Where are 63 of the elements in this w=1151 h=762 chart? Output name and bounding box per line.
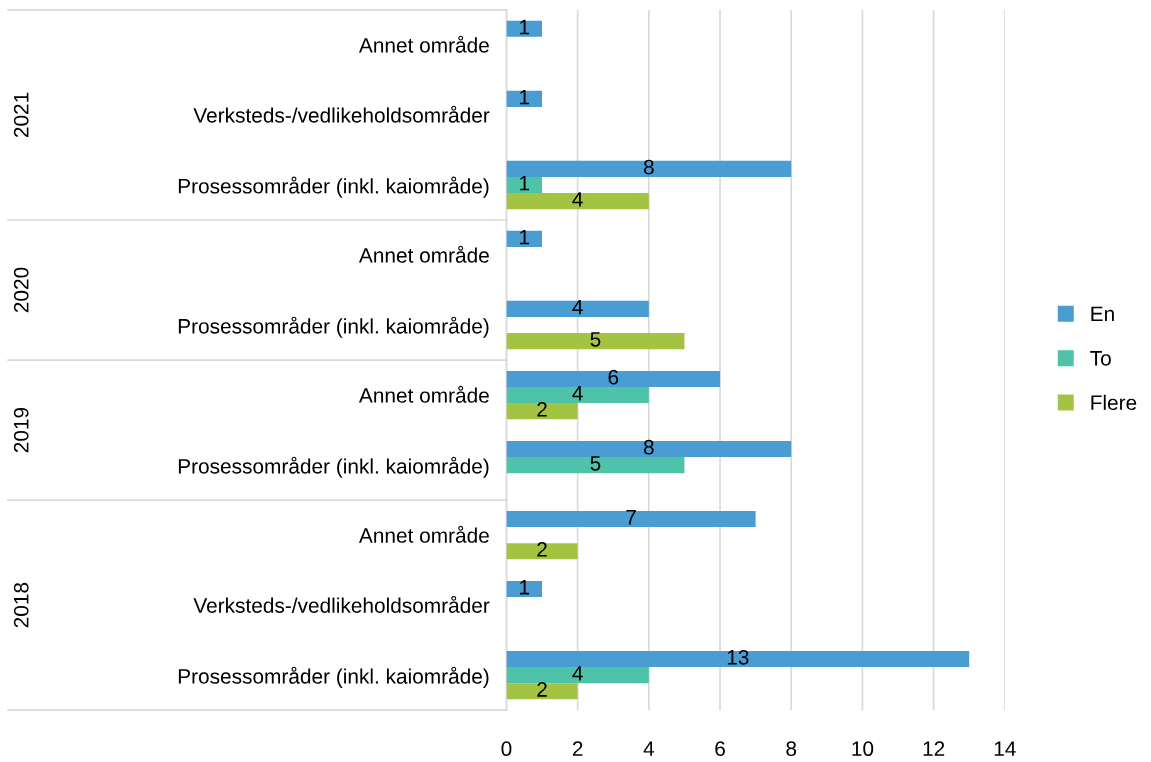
data-label: 1 (520, 89, 530, 105)
text: 2019 (13, 407, 29, 453)
y-tick-label: Annet område (358, 525, 489, 543)
legend-label: Flere (1091, 394, 1137, 411)
y-tick-label: Verksteds-/vedlikeholdsområder (193, 105, 490, 123)
y-tick-label: Prosessområder (inkl. kaiområde) (178, 666, 489, 688)
data-label: 2 (537, 402, 547, 417)
y-tick-label: Annet område (358, 35, 489, 53)
data-label: 5 (590, 332, 601, 347)
legend-label: En (1091, 306, 1114, 322)
bar (506, 230, 543, 247)
x-tick-label: 2 (572, 741, 583, 756)
bar (506, 176, 543, 194)
bar (506, 20, 543, 37)
bar (506, 651, 970, 668)
y-tick-label: Verksteds-/vedlikeholdsområder (193, 595, 490, 613)
data-label: 1 (520, 176, 530, 191)
data-label: 2 (537, 542, 547, 557)
x-tick-label: 14 (994, 741, 1016, 756)
data-label: 2 (537, 682, 547, 697)
data-label: 6 (608, 369, 619, 385)
y-tick-label: Annet område (358, 385, 489, 403)
bar (506, 403, 578, 420)
legend-label: To (1090, 351, 1111, 366)
bar (506, 300, 649, 317)
bar (506, 370, 721, 388)
bar (506, 333, 685, 350)
y-tick-label: Annet område (358, 245, 489, 263)
data-label: 4 (572, 299, 583, 315)
bar (506, 510, 756, 528)
text: 2021 (13, 92, 29, 138)
bar (506, 440, 792, 458)
y-tick-label: Prosessområder (inkl. kaiområde) (178, 456, 489, 478)
bar (506, 580, 543, 598)
bar (506, 543, 578, 560)
data-label: 1 (520, 229, 530, 245)
bar (506, 90, 543, 107)
x-tick-label: 4 (643, 741, 655, 756)
data-label: 4 (572, 666, 583, 681)
y-tick-label: Prosessområder (inkl. kaiområde) (178, 316, 489, 338)
x-tick-label: 10 (852, 741, 874, 757)
y-tick-label: Prosessområder (inkl. kaiområde) (178, 176, 489, 198)
data-label: 13 (727, 649, 749, 665)
data-label: 7 (626, 510, 636, 525)
x-tick-label: 6 (715, 741, 725, 757)
data-label: 4 (572, 386, 583, 401)
data-label: 1 (520, 580, 530, 595)
data-label: 4 (572, 192, 583, 207)
text: 2020 (13, 267, 29, 313)
bar (506, 387, 649, 404)
x-tick-label: 12 (923, 741, 945, 756)
data-label: 8 (643, 439, 654, 455)
data-label: 8 (643, 159, 654, 175)
bar (506, 667, 649, 684)
bar (506, 457, 685, 474)
data-label: 1 (520, 19, 530, 35)
bar (506, 193, 649, 210)
data-label: 5 (590, 456, 601, 471)
x-tick-label: 0 (501, 741, 512, 757)
bar (506, 683, 578, 700)
x-tick-label: 8 (786, 741, 797, 757)
text: 2018 (13, 582, 29, 628)
bar (506, 160, 792, 177)
